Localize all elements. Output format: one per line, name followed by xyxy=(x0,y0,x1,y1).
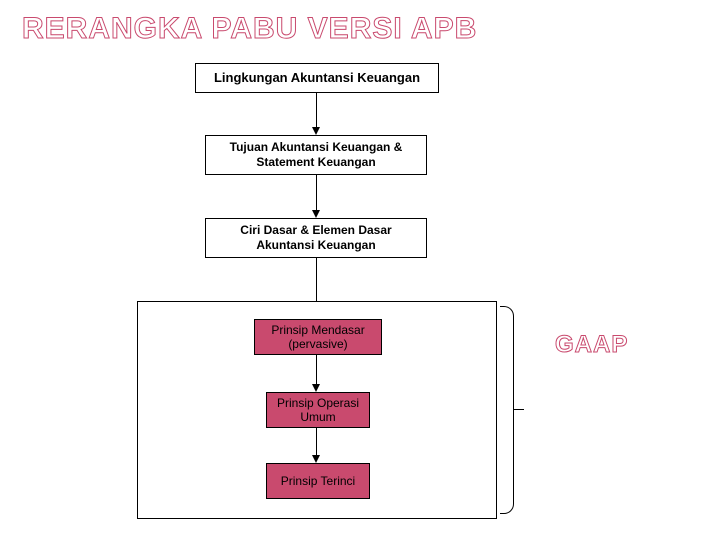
gaap-label: GAAP xyxy=(555,331,628,359)
box-ciri: Ciri Dasar & Elemen Dasar Akuntansi Keua… xyxy=(205,218,427,258)
arrow-1-head xyxy=(312,127,320,135)
brace-icon xyxy=(500,306,514,514)
brace-tip-icon xyxy=(514,409,524,410)
arrow-5-head xyxy=(312,455,320,463)
arrow-1-line xyxy=(316,93,317,127)
arrow-4-head xyxy=(312,384,320,392)
arrow-2-head xyxy=(312,210,320,218)
box-tujuan: Tujuan Akuntansi Keuangan & Statement Ke… xyxy=(205,135,427,175)
box-lingkungan: Lingkungan Akuntansi Keuangan xyxy=(195,63,439,93)
box-prinsip-mendasar: Prinsip Mendasar (pervasive) xyxy=(254,319,382,355)
page-title: RERANGKA PABU VERSI APB xyxy=(22,12,477,46)
arrow-4-line xyxy=(316,355,317,384)
arrow-5-line xyxy=(316,428,317,455)
arrow-2-line xyxy=(316,175,317,210)
box-prinsip-operasi: Prinsip Operasi Umum xyxy=(266,392,370,428)
box-prinsip-terinci: Prinsip Terinci xyxy=(266,463,370,499)
